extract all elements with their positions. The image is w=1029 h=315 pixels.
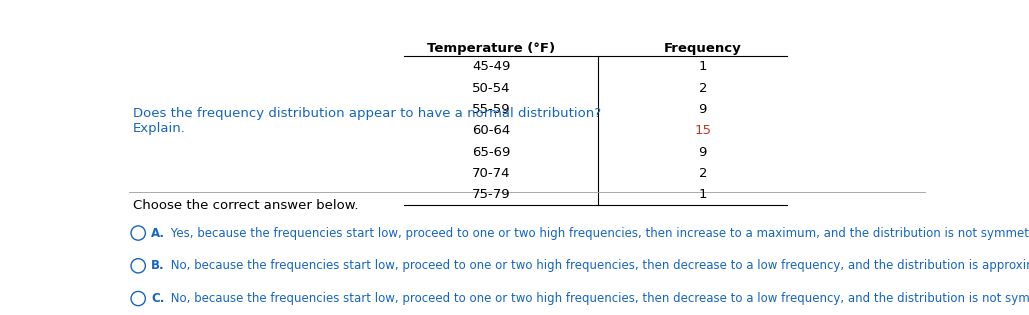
Text: A.: A. [151,226,165,239]
Text: 9: 9 [699,103,707,116]
Text: 2: 2 [699,82,707,94]
Text: B.: B. [151,259,165,272]
Text: 70-74: 70-74 [472,167,510,180]
Text: 60-64: 60-64 [472,124,510,137]
Text: No, because the frequencies start low, proceed to one or two high frequencies, t: No, because the frequencies start low, p… [167,259,1029,272]
Text: 1: 1 [699,188,707,201]
Text: Does the frequency distribution appear to have a normal distribution?
Explain.: Does the frequency distribution appear t… [133,107,601,135]
Text: 50-54: 50-54 [472,82,510,94]
Text: Temperature (°F): Temperature (°F) [427,42,556,55]
Text: C.: C. [151,292,165,305]
Text: 75-79: 75-79 [472,188,510,201]
Text: 45-49: 45-49 [472,60,510,73]
Text: Frequency: Frequency [664,42,742,55]
Text: 2: 2 [699,167,707,180]
Text: Choose the correct answer below.: Choose the correct answer below. [133,199,358,212]
Text: 65-69: 65-69 [472,146,510,158]
Text: No, because the frequencies start low, proceed to one or two high frequencies, t: No, because the frequencies start low, p… [167,292,1029,305]
Text: 15: 15 [695,124,711,137]
Text: Yes, because the frequencies start low, proceed to one or two high frequencies, : Yes, because the frequencies start low, … [167,226,1029,239]
Text: 9: 9 [699,146,707,158]
Text: 1: 1 [699,60,707,73]
Text: 55-59: 55-59 [472,103,510,116]
